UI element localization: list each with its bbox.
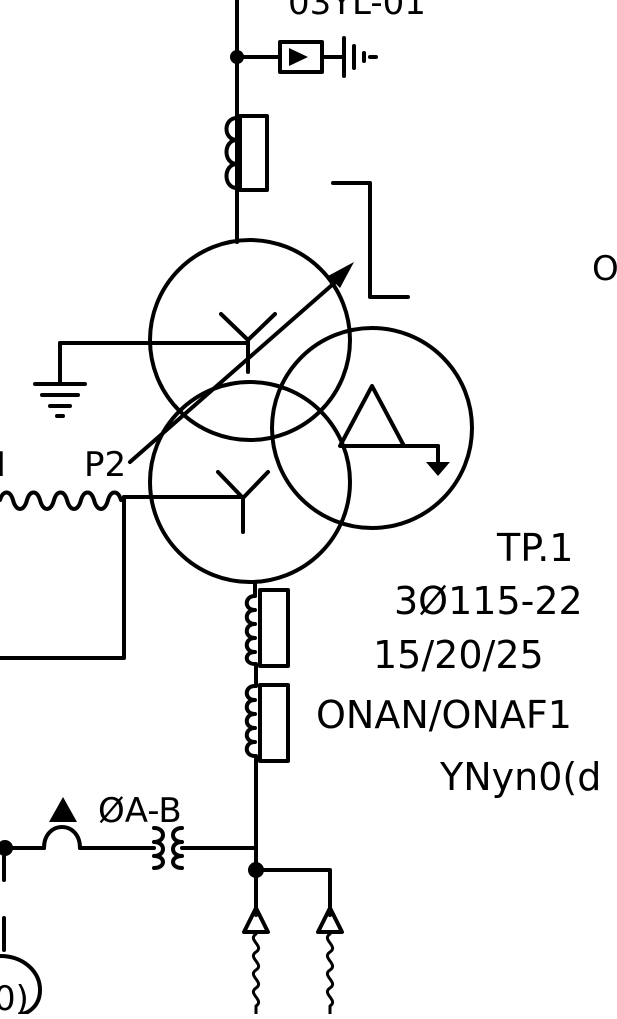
delta-tertiary-icon xyxy=(338,384,450,476)
transformer-name: TP.1 xyxy=(496,526,573,570)
arrow-head-icon xyxy=(328,262,354,288)
wye-secondary-icon xyxy=(216,470,270,534)
label-ct-p2: P2 xyxy=(84,445,126,485)
current-transformer-sec-1 xyxy=(244,588,290,688)
winding-tertiary-circle xyxy=(270,326,474,530)
transformer-nameplate: TP.1 3Ø115-22 15/20/25 ONAN/ONAF1 YNyn0(… xyxy=(316,526,601,799)
label-top-clipped: 03YL-01 xyxy=(288,0,426,23)
label-right-clipped: O xyxy=(592,249,617,289)
bus-branch-right xyxy=(254,868,332,917)
winding-primary-circle xyxy=(148,238,352,442)
pt-triangle-icon xyxy=(49,797,77,822)
neutral-ct-coil xyxy=(0,490,245,660)
transformer-vector-group: YNyn0(d xyxy=(439,755,601,799)
label-ct-left-clipped: I xyxy=(0,445,6,485)
surge-arrester-bottom-2 xyxy=(316,906,344,1016)
surge-arrester-top xyxy=(235,36,378,78)
pt-branch xyxy=(0,797,258,870)
surge-arrester-bottom-1 xyxy=(242,906,270,1016)
delta-ground-arrow-icon xyxy=(426,462,450,476)
winding-secondary-circle xyxy=(148,380,352,584)
label-bottom-left-clipped: 0) xyxy=(0,979,29,1014)
transformer-symbol xyxy=(148,238,474,584)
transformer-cooling: ONAN/ONAF1 xyxy=(316,693,572,737)
transformer-voltage: 3Ø115-22 xyxy=(394,579,583,623)
bottom-left-element: 0) xyxy=(0,846,42,1019)
label-phase: ØA-B xyxy=(98,791,182,831)
tap-changer-bracket xyxy=(331,181,410,299)
neutral-ground-left xyxy=(33,341,250,418)
current-transformer-sec-2 xyxy=(244,683,290,763)
junction-dot-left xyxy=(0,840,13,856)
oltc-arrow xyxy=(128,262,354,464)
arrester-triangle-icon xyxy=(289,48,308,66)
ground-icon-top xyxy=(342,36,378,78)
current-transformer-top xyxy=(224,114,269,192)
transformer-rating: 15/20/25 xyxy=(373,633,544,677)
